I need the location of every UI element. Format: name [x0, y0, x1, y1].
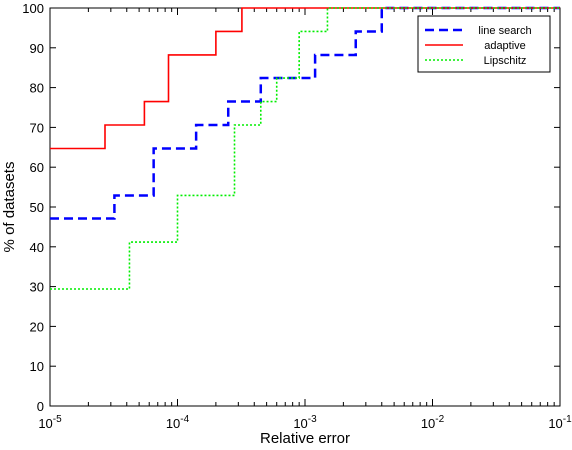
x-axis-label: Relative error — [260, 430, 350, 447]
series-line-line-search — [50, 6, 560, 220]
plot-area — [49, 7, 561, 407]
y-tick-label: 60 — [30, 160, 44, 175]
legend-label: Lipschitz — [484, 55, 527, 67]
x-tick-label: 10-3 — [293, 414, 317, 431]
y-tick-label: 50 — [30, 200, 44, 215]
y-tick-label: 80 — [30, 81, 44, 96]
y-tick-label: 70 — [30, 120, 44, 135]
legend-box — [417, 15, 551, 73]
x-tick-label: 10-5 — [38, 414, 62, 431]
y-axis-ticks: 0 10 20 30 40 50 60 70 80 90 100 — [22, 1, 560, 414]
legend-label: line search — [478, 25, 531, 37]
x-tick-label: 10-1 — [548, 414, 572, 431]
y-tick-label: 10 — [30, 359, 44, 374]
y-axis-label: % of datasets — [1, 162, 18, 253]
y-tick-label: 30 — [30, 280, 44, 295]
x-tick-label: 10-4 — [166, 414, 190, 431]
series-line-lipschitz — [50, 7, 560, 290]
series-line-adaptive — [50, 7, 560, 150]
x-tick-label: 10-2 — [421, 414, 445, 431]
y-tick-label: 20 — [30, 319, 44, 334]
y-tick-label: 0 — [37, 399, 44, 414]
y-tick-label: 100 — [22, 1, 44, 16]
series-layer — [50, 6, 560, 290]
y-tick-label: 40 — [30, 240, 44, 255]
y-tick-label: 90 — [30, 41, 44, 56]
legend: line search adaptive Lipschitz — [417, 15, 551, 73]
x-axis-ticks: 10-5 10-4 10-3 10-2 10-1 — [38, 8, 572, 431]
legend-label: adaptive — [484, 40, 526, 52]
